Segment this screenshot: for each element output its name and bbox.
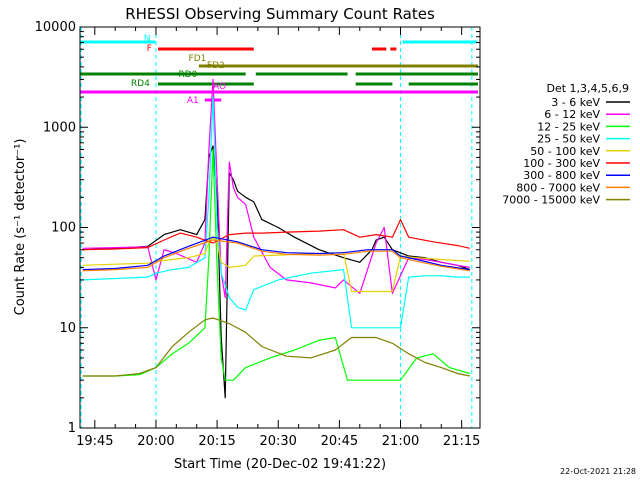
legend-label-6: 300 - 800 keV bbox=[523, 169, 600, 182]
y-tick-label-1: 1 bbox=[68, 421, 76, 436]
legend-label-0: 3 - 6 keV bbox=[551, 96, 600, 109]
flag-label-fd2: FD2 bbox=[207, 61, 225, 71]
legend-label-3: 25 - 50 keV bbox=[537, 133, 600, 146]
timestamp-label: 22-Oct-2021 21:28 bbox=[560, 467, 636, 476]
series-line-4 bbox=[82, 236, 470, 293]
series-line-6 bbox=[82, 236, 470, 271]
x-tick-label-1945: 19:45 bbox=[76, 434, 113, 449]
chart-title: RHESSI Observing Summary Count Rates bbox=[125, 5, 435, 23]
x-axis-label: Start Time (20-Dec-02 19:41:22) bbox=[174, 457, 386, 472]
flag-label-a1: A1 bbox=[187, 96, 199, 106]
x-tick-label-2100: 21:00 bbox=[382, 434, 419, 449]
x-tick-label-2045: 20:45 bbox=[321, 434, 358, 449]
x-tick-label-2015: 20:15 bbox=[198, 434, 235, 449]
legend-label-4: 50 - 100 keV bbox=[530, 145, 600, 158]
legend-title: Det 1,3,4,5,6,9 bbox=[546, 82, 629, 95]
legend-label-2: 12 - 25 keV bbox=[537, 120, 600, 133]
series-line-7 bbox=[82, 239, 470, 272]
series-line-3 bbox=[82, 96, 470, 329]
x-tick-label-2115: 21:15 bbox=[443, 434, 480, 449]
y-tick-label-10000: 10000 bbox=[35, 20, 76, 35]
series-line-5 bbox=[82, 219, 470, 251]
legend-label-5: 100 - 300 keV bbox=[523, 157, 600, 170]
series-line-8 bbox=[82, 317, 470, 377]
y-tick-label-10: 10 bbox=[59, 321, 76, 336]
series-line-0 bbox=[82, 145, 470, 399]
y-axis-label: Count Rate (s⁻¹ detector⁻¹) bbox=[13, 139, 28, 316]
flag-label-fd1: FD1 bbox=[189, 54, 207, 64]
flag-label-n: N bbox=[144, 34, 151, 44]
legend-label-7: 800 - 7000 keV bbox=[516, 181, 600, 194]
x-tick-label-2030: 20:30 bbox=[259, 434, 296, 449]
series-line-2 bbox=[82, 148, 470, 381]
series-line-1 bbox=[82, 78, 470, 299]
flag-label-rd4: RD4 bbox=[131, 79, 150, 89]
flag-label-rd0: RD0 bbox=[178, 70, 197, 80]
legend-label-8: 7000 - 15000 keV bbox=[502, 194, 600, 207]
x-tick-label-2000: 20:00 bbox=[137, 434, 174, 449]
legend-label-1: 6 - 12 keV bbox=[544, 108, 600, 121]
y-tick-label-1000: 1000 bbox=[43, 120, 76, 135]
flag-label-ao: AO bbox=[213, 82, 226, 92]
flag-label-f: F bbox=[147, 44, 152, 54]
y-tick-label-100: 100 bbox=[51, 221, 76, 236]
